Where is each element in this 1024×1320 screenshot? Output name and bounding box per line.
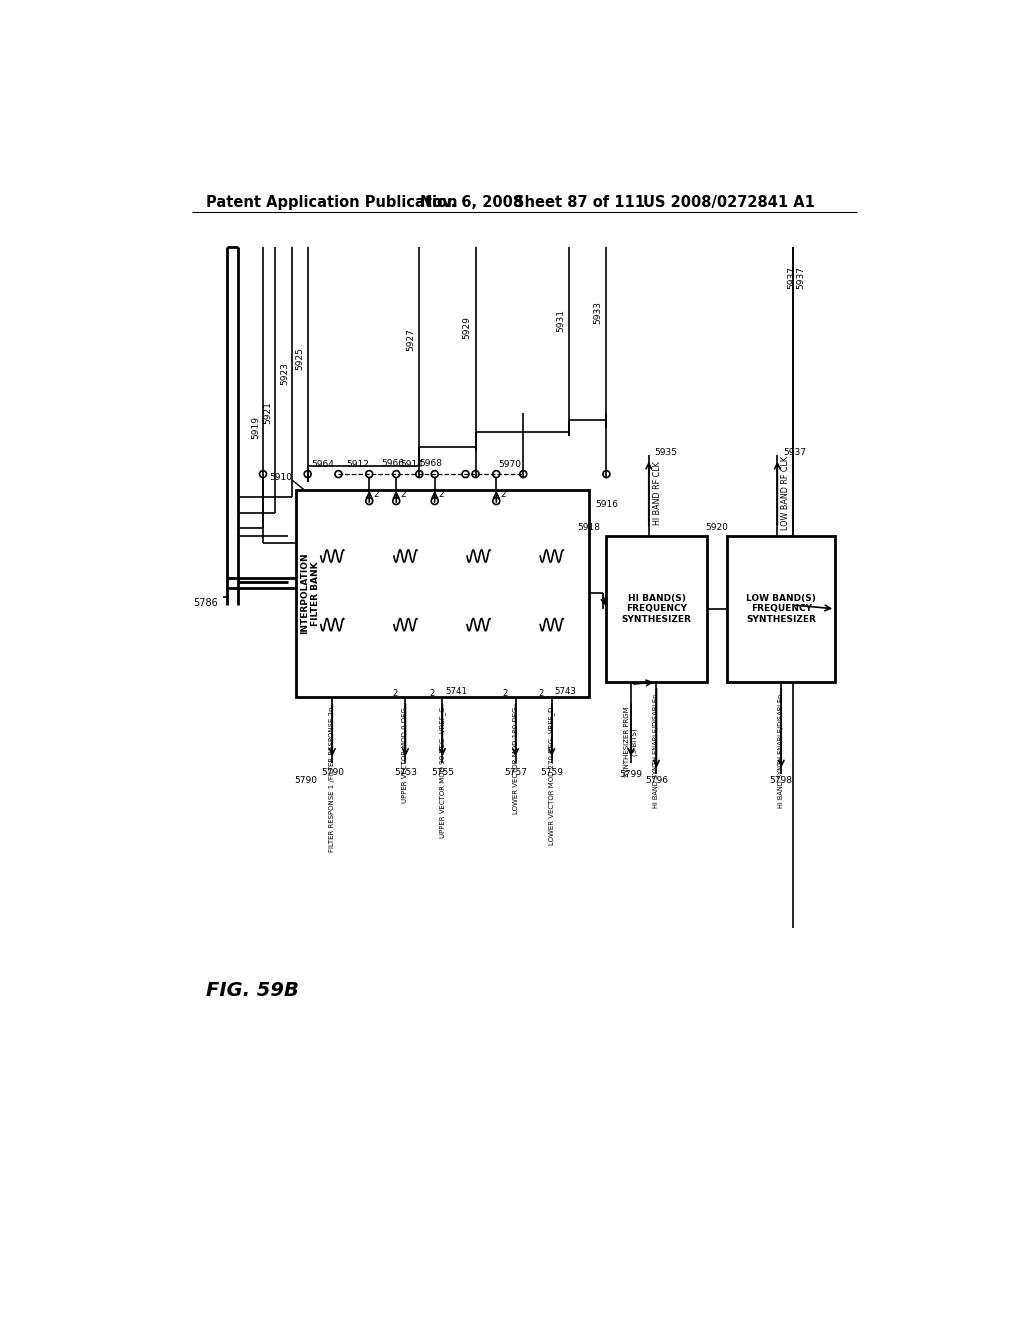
Text: US 2008/0272841 A1: US 2008/0272841 A1 bbox=[643, 195, 815, 210]
Text: 2: 2 bbox=[392, 689, 397, 698]
Text: 5923: 5923 bbox=[281, 363, 289, 385]
Text: 5790: 5790 bbox=[294, 776, 316, 785]
Text: 5757: 5757 bbox=[504, 768, 527, 777]
Text: 2: 2 bbox=[429, 689, 434, 698]
Text: HI BAND(S)
FREQUENCY
SYNTHESIZER: HI BAND(S) FREQUENCY SYNTHESIZER bbox=[622, 594, 691, 624]
Text: SYNTHESIZER PRGM
(3 BITS): SYNTHESIZER PRGM (3 BITS) bbox=[625, 706, 638, 777]
Text: 5798: 5798 bbox=[770, 776, 793, 785]
Text: 5918: 5918 bbox=[578, 524, 600, 532]
Text: 5964: 5964 bbox=[311, 461, 335, 470]
Bar bbox=[606, 536, 707, 682]
Text: 5916: 5916 bbox=[595, 500, 617, 510]
Text: 5799: 5799 bbox=[620, 770, 643, 779]
Text: 5753: 5753 bbox=[394, 768, 417, 777]
Text: 5741: 5741 bbox=[445, 686, 467, 696]
Text: 2: 2 bbox=[439, 491, 444, 499]
Text: 5790: 5790 bbox=[321, 768, 344, 777]
Text: UPPER VECTOR MOD 0 DEG: UPPER VECTOR MOD 0 DEG bbox=[402, 706, 409, 803]
Bar bbox=[727, 536, 836, 682]
Text: 2: 2 bbox=[400, 491, 406, 499]
Text: Nov. 6, 2008: Nov. 6, 2008 bbox=[420, 195, 523, 210]
Text: 5912: 5912 bbox=[346, 461, 370, 470]
Text: 5759: 5759 bbox=[541, 768, 563, 777]
Text: 5920: 5920 bbox=[706, 524, 728, 532]
Text: 5914: 5914 bbox=[400, 461, 423, 470]
Text: 5919: 5919 bbox=[251, 416, 260, 440]
Text: 5966: 5966 bbox=[381, 459, 403, 467]
Text: 5796: 5796 bbox=[645, 776, 668, 785]
Text: HI BAND SYNTH ENABLE/DISABLEn: HI BAND SYNTH ENABLE/DISABLEn bbox=[653, 693, 659, 808]
Text: 2: 2 bbox=[501, 491, 506, 499]
Text: LOWER VECTOR MOD 270 DEG  VREF_D: LOWER VECTOR MOD 270 DEG VREF_D bbox=[549, 706, 555, 845]
Bar bbox=[296, 490, 589, 697]
Text: 2: 2 bbox=[502, 689, 508, 698]
Text: 5755: 5755 bbox=[431, 768, 454, 777]
Text: LOW BAND RF CLK: LOW BAND RF CLK bbox=[781, 457, 791, 531]
Text: 5931: 5931 bbox=[557, 309, 565, 331]
Text: 5743: 5743 bbox=[555, 686, 577, 696]
Text: 5933: 5933 bbox=[594, 301, 602, 323]
Text: LOWER VECTOR MOD 180 DEG: LOWER VECTOR MOD 180 DEG bbox=[513, 706, 518, 814]
Text: UPPER VECTOR MOD 90 DEG  VREF_C: UPPER VECTOR MOD 90 DEG VREF_C bbox=[439, 706, 445, 838]
Text: 5970: 5970 bbox=[499, 461, 521, 470]
Text: 5935: 5935 bbox=[654, 447, 677, 457]
Text: 5921: 5921 bbox=[263, 401, 272, 424]
Text: 5937: 5937 bbox=[796, 267, 805, 289]
Text: FILTER RESPONSE 1 /FILTER RESPONSE 2n: FILTER RESPONSE 1 /FILTER RESPONSE 2n bbox=[330, 706, 335, 853]
Text: HI BAND SYNTH ENABLE/DISABLEn: HI BAND SYNTH ENABLE/DISABLEn bbox=[778, 693, 784, 808]
Text: 5937: 5937 bbox=[782, 447, 806, 457]
Text: 5927: 5927 bbox=[407, 327, 416, 351]
Text: HI BAND RF CLK: HI BAND RF CLK bbox=[652, 462, 662, 525]
Text: Patent Application Publication: Patent Application Publication bbox=[206, 195, 458, 210]
Text: 5786: 5786 bbox=[194, 598, 218, 609]
Text: 2: 2 bbox=[374, 491, 379, 499]
Text: 2: 2 bbox=[539, 689, 544, 698]
Text: Sheet 87 of 111: Sheet 87 of 111 bbox=[514, 195, 645, 210]
Text: 5968: 5968 bbox=[420, 459, 442, 467]
Text: 5925: 5925 bbox=[295, 347, 304, 370]
Text: 5910: 5910 bbox=[269, 474, 292, 482]
Text: FIG. 59B: FIG. 59B bbox=[206, 981, 299, 999]
Text: LOW BAND(S)
FREQUENCY
SYNTHESIZER: LOW BAND(S) FREQUENCY SYNTHESIZER bbox=[746, 594, 816, 624]
Text: 5937: 5937 bbox=[786, 267, 796, 289]
Text: 5929: 5929 bbox=[463, 317, 472, 339]
Text: INTERPOLATION
FILTER BANK: INTERPOLATION FILTER BANK bbox=[300, 553, 319, 635]
